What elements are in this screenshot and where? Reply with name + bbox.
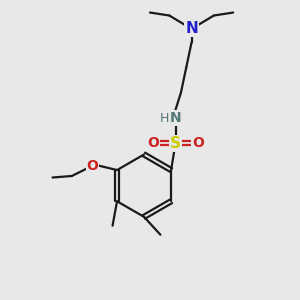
Text: N: N <box>170 111 182 125</box>
Text: H: H <box>160 112 169 124</box>
Text: O: O <box>87 159 99 172</box>
Text: O: O <box>192 136 204 150</box>
Text: S: S <box>170 136 181 151</box>
Text: O: O <box>147 136 159 150</box>
Text: N: N <box>185 21 198 36</box>
